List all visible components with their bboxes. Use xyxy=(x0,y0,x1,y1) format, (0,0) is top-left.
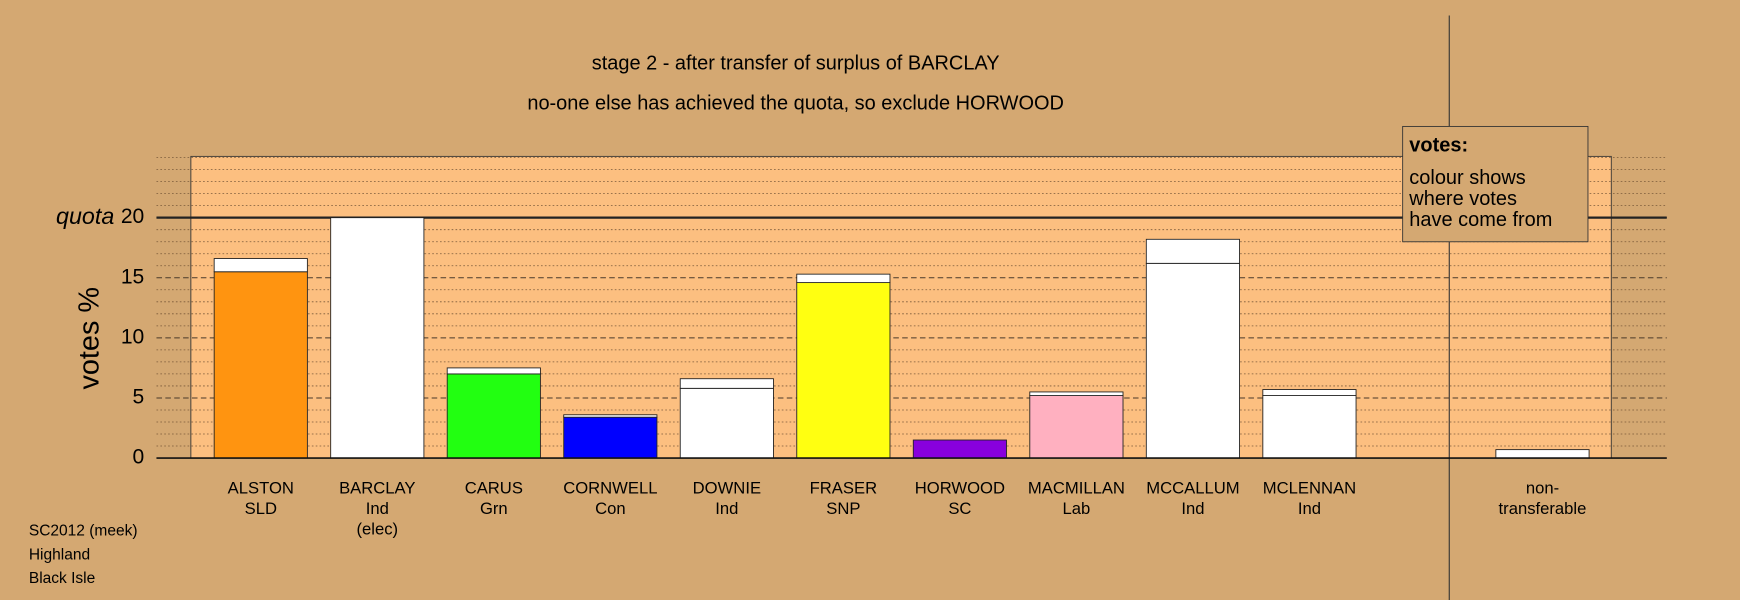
x-tick-label: CORNWELL xyxy=(563,478,657,497)
bar-segment xyxy=(1262,395,1357,459)
bar-segment xyxy=(563,416,658,459)
note: SC2012 (meek) xyxy=(29,522,138,539)
chart-subtitle: no-one else has achieved the quota, so e… xyxy=(527,93,1064,115)
legend-title: votes: xyxy=(1409,135,1468,157)
bar-segment xyxy=(446,367,541,375)
legend-text: where votes xyxy=(1408,188,1517,210)
bar-segment xyxy=(912,439,1007,459)
x-tick-label: SLD xyxy=(245,499,277,518)
quota-label: quota xyxy=(56,203,114,229)
legend-text: have come from xyxy=(1409,209,1552,231)
y-tick-label: 0 xyxy=(133,446,145,469)
x-tick-label: MCCALLUM xyxy=(1146,478,1239,497)
x-tick-label: FRASER xyxy=(810,478,877,497)
bar-segment xyxy=(679,387,774,459)
x-tick-label: MACMILLAN xyxy=(1028,478,1125,497)
bar-segment xyxy=(796,273,891,284)
bar-segment xyxy=(563,414,658,418)
x-tick-label: Con xyxy=(595,499,626,518)
x-tick-label: Lab xyxy=(1063,499,1091,518)
x-tick-label: Grn xyxy=(480,499,508,518)
x-tick-label: (elec) xyxy=(357,520,399,539)
x-tick-label: ALSTON xyxy=(228,478,294,497)
legend-text: colour shows xyxy=(1409,167,1526,189)
bar-segment xyxy=(796,282,891,459)
x-tick-label: DOWNIE xyxy=(693,478,761,497)
bar-segment xyxy=(1145,238,1240,264)
x-tick-label: Ind xyxy=(715,499,738,518)
x-tick-label: transferable xyxy=(1499,499,1587,518)
bar-segment xyxy=(679,378,774,389)
bar-segment xyxy=(213,271,308,459)
x-tick-label: SC xyxy=(948,499,971,518)
bar-segment xyxy=(1145,262,1240,459)
note: Black Isle xyxy=(29,570,95,587)
y-tick-label: 10 xyxy=(121,325,144,348)
legend-box xyxy=(1402,125,1589,243)
x-tick-label: SNP xyxy=(826,499,860,518)
y-tick-label: 15 xyxy=(121,265,144,288)
x-tick-label: Ind xyxy=(1298,499,1321,518)
x-tick-label: Ind xyxy=(366,499,389,518)
bar-segment xyxy=(1029,395,1124,459)
x-tick-label: MCLENNAN xyxy=(1263,478,1356,497)
x-tick-label: CARUS xyxy=(465,478,523,497)
plot-area xyxy=(190,155,1612,459)
bar-segment xyxy=(1029,391,1124,396)
y-tick-label: 5 xyxy=(133,386,145,409)
bar-segment xyxy=(330,217,425,459)
x-tick-label: non- xyxy=(1526,478,1559,497)
x-tick-label: BARCLAY xyxy=(339,478,415,497)
bar-segment xyxy=(213,258,308,273)
bar-segment xyxy=(446,373,541,459)
y-axis-label: votes % xyxy=(74,287,106,390)
x-tick-label: Ind xyxy=(1181,499,1204,518)
bar-segment xyxy=(1495,449,1590,459)
chart-title: stage 2 - after transfer of surplus of B… xyxy=(592,53,1000,75)
x-tick-label: HORWOOD xyxy=(915,478,1005,497)
bar-segment xyxy=(1262,389,1357,396)
note: Highland xyxy=(29,547,90,564)
y-tick-label: 20 xyxy=(121,205,144,228)
